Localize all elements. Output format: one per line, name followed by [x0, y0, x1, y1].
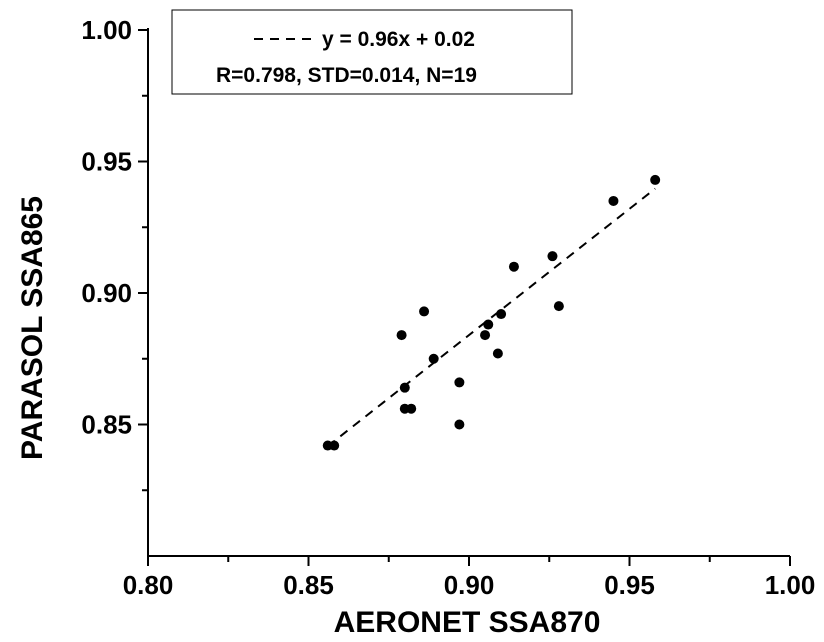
data-point	[496, 309, 507, 320]
legend: y = 0.96x + 0.02 R=0.798, STD=0.014, N=1…	[171, 9, 573, 95]
data-point	[454, 377, 465, 388]
y-axis-title: PARASOL SSA865	[16, 196, 49, 460]
legend-statistics: R=0.798, STD=0.014, N=19	[216, 64, 477, 87]
data-point	[406, 403, 417, 414]
x-tick-label: 1.00	[765, 570, 816, 600]
data-point	[608, 195, 619, 206]
data-point	[508, 261, 519, 272]
data-point	[553, 301, 564, 312]
fit-line	[327, 187, 656, 447]
data-point	[547, 251, 558, 262]
fit-line-group	[327, 187, 656, 447]
data-points	[322, 174, 661, 451]
legend-fit-equation: y = 0.96x + 0.02	[322, 28, 475, 51]
data-point	[650, 174, 661, 185]
y-tick-label: 1.00	[81, 15, 132, 45]
x-axis-title: AERONET SSA870	[334, 606, 601, 639]
y-tick-label: 0.85	[81, 410, 132, 440]
data-point	[492, 348, 503, 359]
data-point	[419, 306, 430, 317]
x-tick-label: 0.90	[444, 570, 495, 600]
data-point	[396, 330, 407, 341]
x-tick-label: 0.85	[283, 570, 334, 600]
axis-ticks: 0.80 0.85 0.90 0.95 1.00 0.85 0.90 0.95 1.00	[81, 15, 815, 600]
axes	[147, 28, 790, 557]
data-point	[428, 353, 439, 364]
data-point	[480, 330, 491, 341]
y-tick-label: 0.90	[81, 278, 132, 308]
data-point	[483, 319, 494, 330]
data-point	[329, 440, 340, 451]
data-point	[454, 419, 465, 430]
y-tick-label: 0.95	[81, 147, 132, 177]
legend-frame	[171, 9, 573, 95]
x-tick-label: 0.95	[604, 570, 655, 600]
x-tick-label: 0.80	[123, 570, 174, 600]
data-point	[399, 382, 410, 393]
